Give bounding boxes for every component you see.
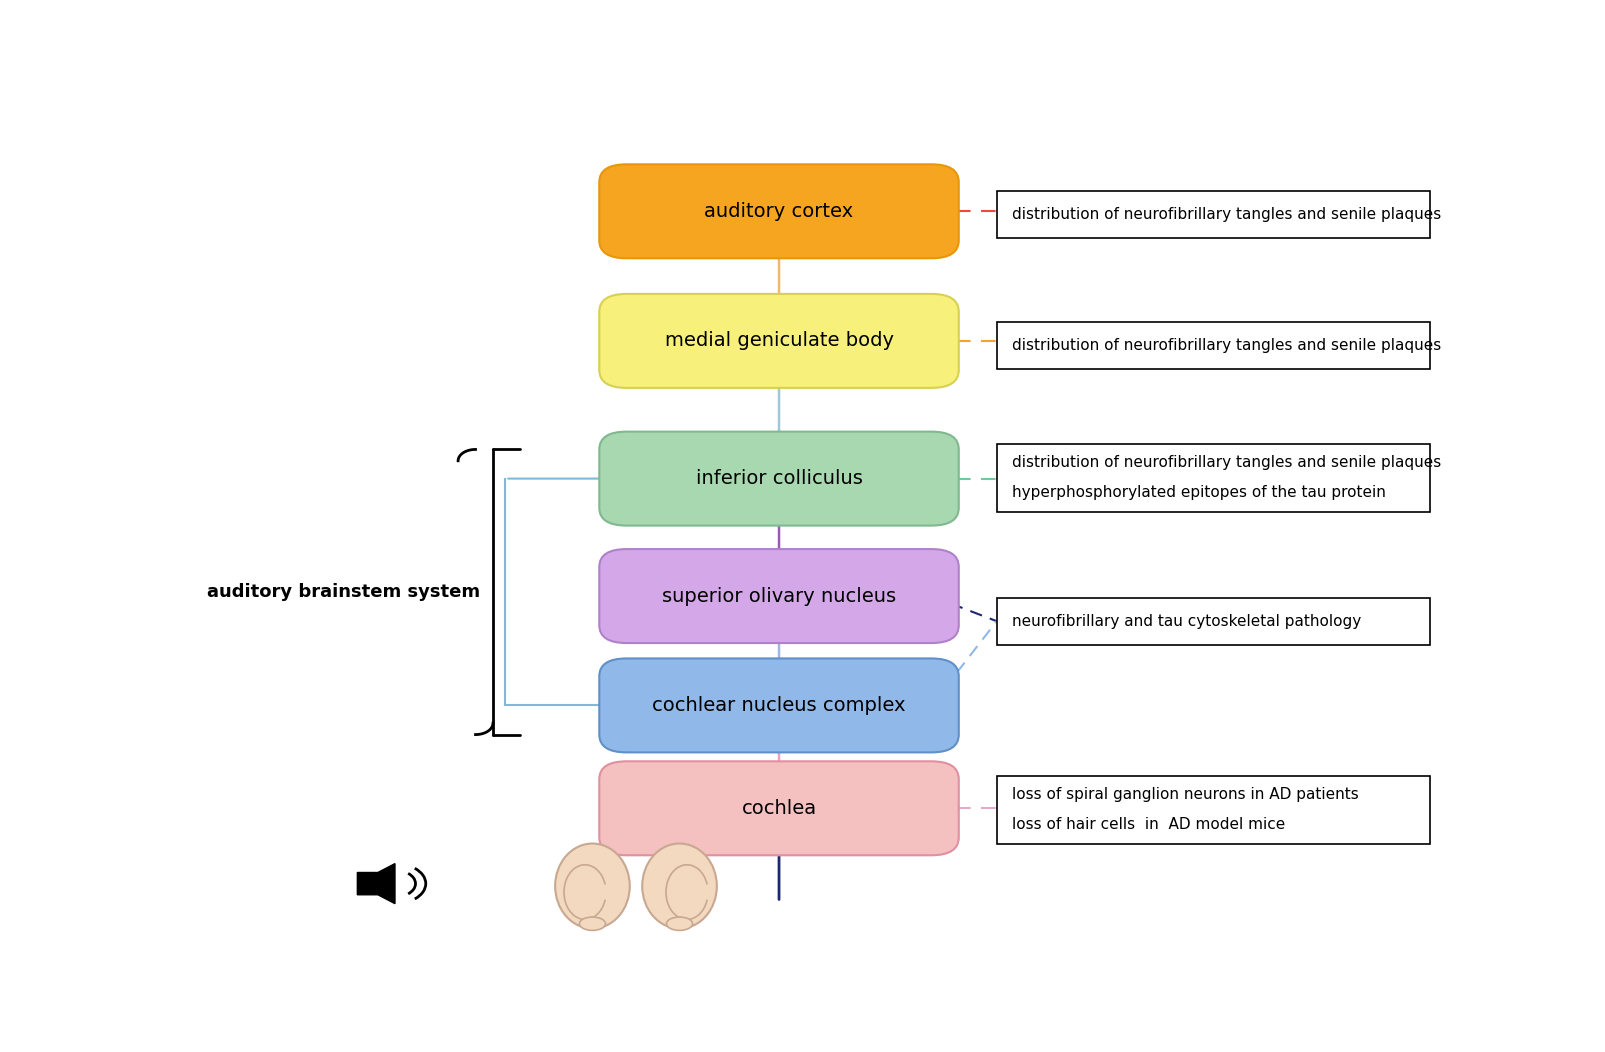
Text: distribution of neurofibrillary tangles and senile plaques: distribution of neurofibrillary tangles … (1011, 339, 1441, 353)
Ellipse shape (555, 844, 629, 929)
Text: loss of hair cells  in  AD model mice: loss of hair cells in AD model mice (1011, 817, 1286, 832)
FancyBboxPatch shape (997, 444, 1430, 512)
FancyBboxPatch shape (599, 164, 958, 259)
Text: auditory cortex: auditory cortex (705, 202, 854, 221)
FancyBboxPatch shape (599, 762, 958, 855)
Text: auditory brainstem system: auditory brainstem system (207, 583, 480, 601)
Text: medial geniculate body: medial geniculate body (664, 331, 894, 350)
Ellipse shape (666, 917, 693, 930)
Text: neurofibrillary and tau cytoskeletal pathology: neurofibrillary and tau cytoskeletal pat… (1011, 613, 1361, 629)
FancyBboxPatch shape (599, 431, 958, 526)
Text: loss of spiral ganglion neurons in AD patients: loss of spiral ganglion neurons in AD pa… (1011, 788, 1358, 803)
FancyBboxPatch shape (997, 191, 1430, 238)
FancyBboxPatch shape (599, 549, 958, 643)
Text: inferior colliculus: inferior colliculus (695, 469, 862, 488)
Ellipse shape (642, 844, 717, 929)
Text: distribution of neurofibrillary tangles and senile plaques: distribution of neurofibrillary tangles … (1011, 207, 1441, 222)
Text: hyperphosphorylated epitopes of the tau protein: hyperphosphorylated epitopes of the tau … (1011, 485, 1385, 501)
FancyBboxPatch shape (997, 322, 1430, 369)
FancyBboxPatch shape (997, 598, 1430, 645)
Text: cochlea: cochlea (742, 798, 817, 817)
Ellipse shape (579, 917, 605, 930)
Text: distribution of neurofibrillary tangles and senile plaques: distribution of neurofibrillary tangles … (1011, 456, 1441, 470)
Text: superior olivary nucleus: superior olivary nucleus (661, 587, 896, 606)
FancyBboxPatch shape (599, 659, 958, 752)
Text: cochlear nucleus complex: cochlear nucleus complex (652, 696, 905, 715)
Polygon shape (358, 864, 395, 904)
FancyBboxPatch shape (997, 776, 1430, 844)
FancyBboxPatch shape (599, 294, 958, 388)
